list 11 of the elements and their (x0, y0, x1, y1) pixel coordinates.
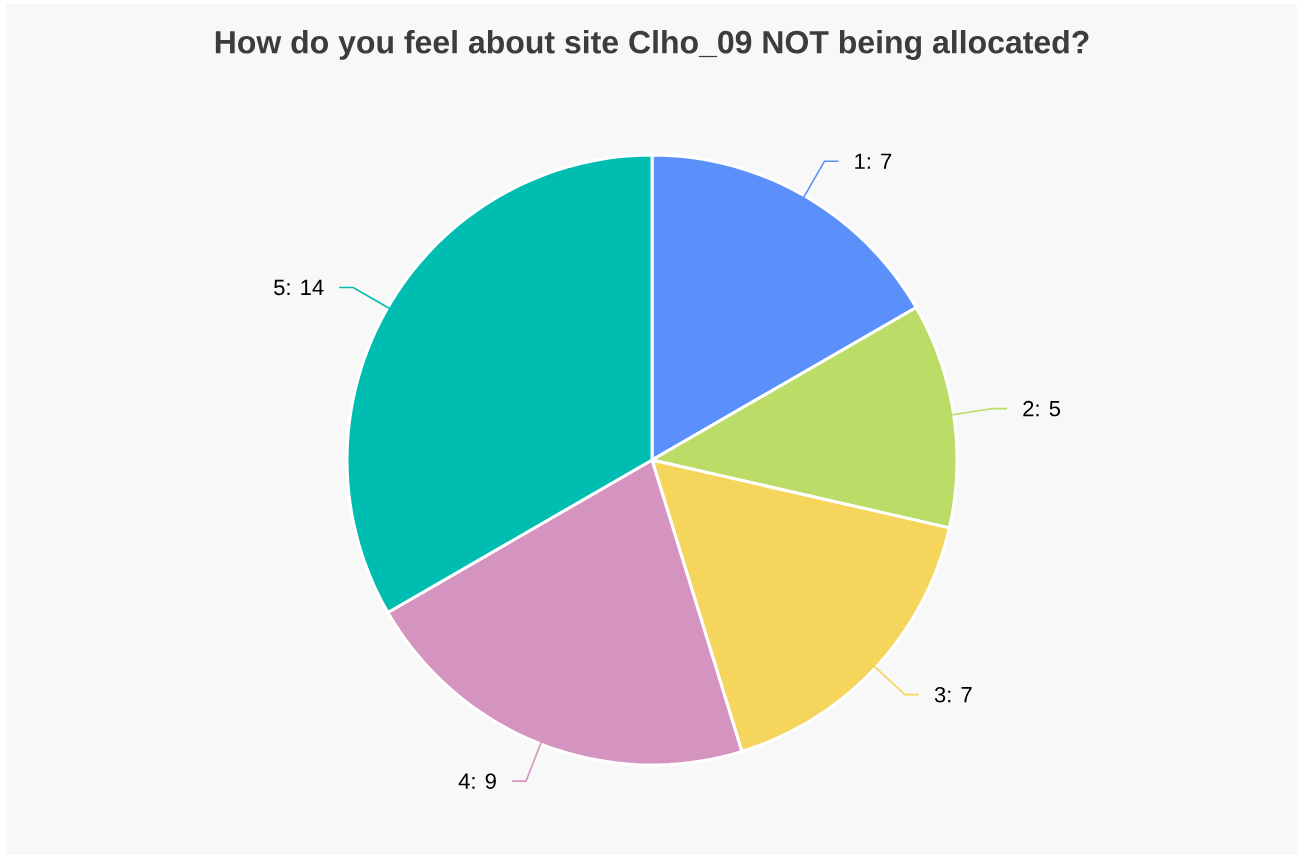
chart-title: How do you feel about site Clho_09 NOT being allocated? (215, 30, 1089, 60)
data-label: : 14 (287, 279, 324, 295)
slice-label: 3 (934, 686, 946, 703)
slice-label: 4 (458, 773, 470, 789)
slice-label: 5 (274, 279, 285, 296)
data-label: : 7 (948, 687, 972, 703)
data-label: : 5 (1036, 401, 1061, 417)
slice-label: 2 (1023, 400, 1034, 417)
slice-label: 1 (855, 153, 865, 169)
data-label: : 7 (867, 153, 892, 169)
data-label: : 9 (472, 773, 496, 789)
